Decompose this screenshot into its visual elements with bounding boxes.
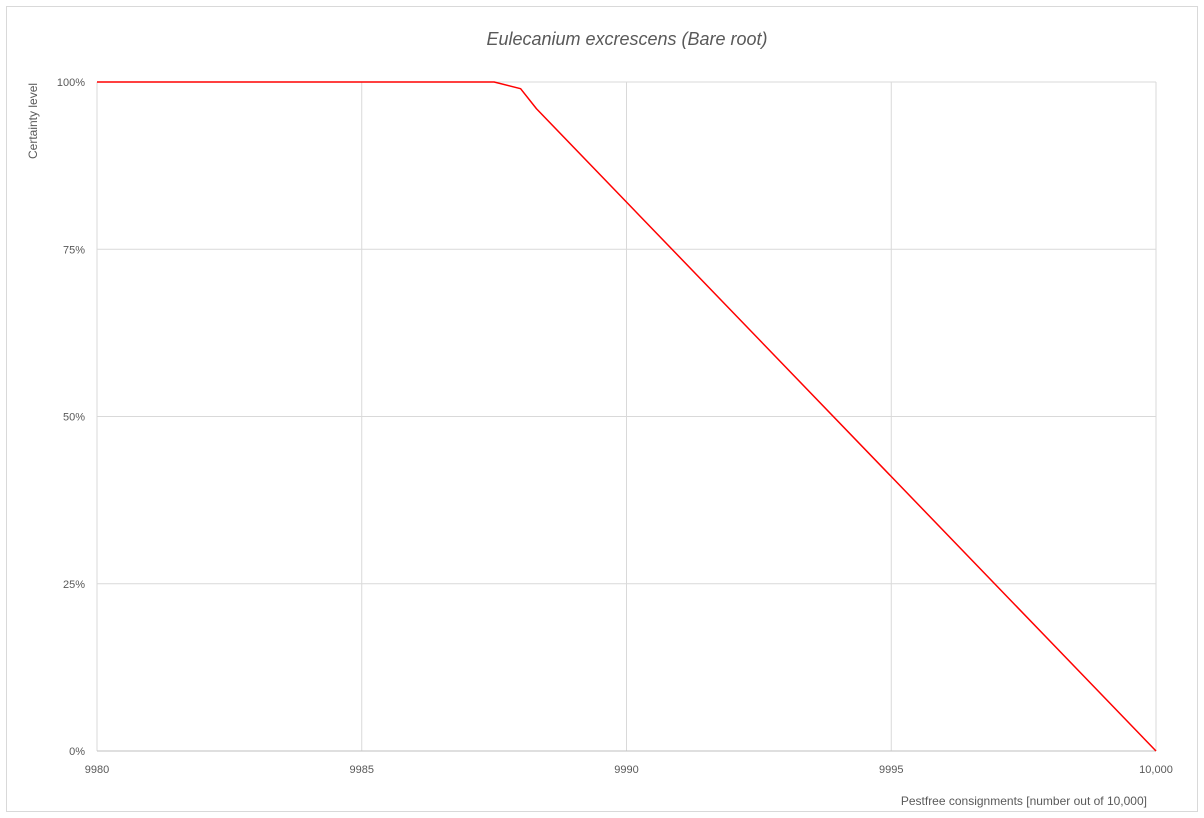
y-tick-label: 0% (69, 746, 85, 758)
tick-labels: 0% 25% 50% 75% 100% 9980 9985 9990 9995 10,000 (57, 77, 1173, 776)
y-tick-label: 100% (57, 77, 85, 89)
series-line (97, 81, 1157, 752)
y-tick-label: 75% (63, 244, 85, 256)
x-tick-label: 10,000 (1139, 764, 1173, 776)
y-tick-label: 50% (63, 412, 85, 424)
y-tick-label: 25% (63, 579, 85, 591)
y-axis-label: Certainty level (26, 83, 40, 159)
chart-area: 0% 25% 50% 75% 100% 9980 9985 9990 9995 10,000 Eu… (6, 6, 1198, 812)
series-lines (97, 81, 1157, 752)
x-tick-label: 9980 (85, 764, 109, 776)
x-axis-label: Pestfree consignments [number out of 10,… (901, 794, 1147, 808)
line-chart: 0% 25% 50% 75% 100% 9980 9985 9990 9995 10,000 Eu… (26, 29, 1173, 808)
x-tick-label: 9990 (614, 764, 638, 776)
chart-title: Eulecanium excrescens (Bare root) (486, 29, 767, 49)
x-tick-label: 9985 (350, 764, 374, 776)
x-tick-label: 9995 (879, 764, 903, 776)
gridlines (96, 81, 1157, 751)
